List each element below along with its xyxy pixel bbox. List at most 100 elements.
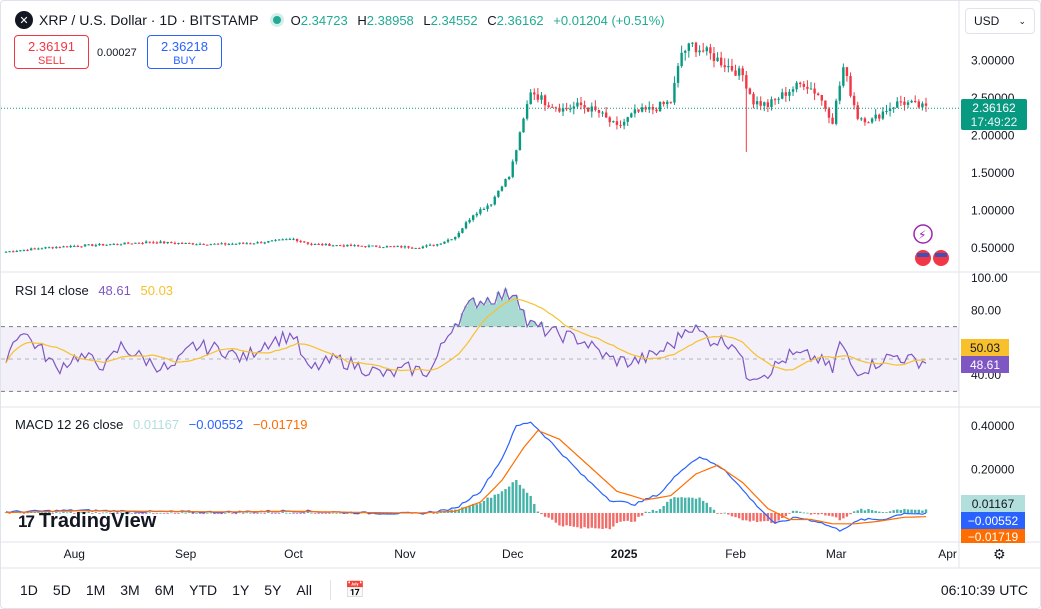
candle-body [630, 113, 633, 118]
candle-body [763, 102, 766, 106]
range-ytd[interactable]: YTD [189, 581, 218, 598]
high-value: 2.38958 [366, 12, 414, 28]
macd-histogram-bar [518, 484, 522, 513]
macd-histogram-bar [245, 512, 248, 514]
range-1m[interactable]: 1M [85, 581, 106, 598]
range-6m[interactable]: 6M [154, 581, 175, 598]
macd-histogram-bar [62, 511, 65, 513]
range-3m[interactable]: 3M [120, 581, 140, 598]
candle-body [126, 242, 130, 244]
candle-body [921, 103, 924, 108]
market-open-indicator [272, 16, 281, 24]
candle-body [227, 244, 231, 246]
macd-histogram-bar [26, 512, 29, 514]
range-1d[interactable]: 1D [20, 581, 38, 598]
candle-body [730, 65, 734, 71]
us-flag-event-icon [917, 253, 929, 257]
candle-body [551, 106, 554, 108]
candle-body [755, 101, 759, 105]
macd-hist-value: 0.01167 [133, 417, 180, 432]
rsi-value: 48.61 [98, 283, 131, 298]
macd-histogram-bar [745, 512, 748, 521]
candle-body [80, 246, 83, 248]
rsi-legend[interactable]: RSI 14 close 48.61 50.03 [15, 283, 179, 298]
candle-body [737, 68, 741, 76]
range-5y[interactable]: 5Y [264, 581, 282, 598]
range-all[interactable]: All [296, 581, 312, 598]
macd-histogram-bar [644, 511, 647, 513]
macd-histogram-bar [838, 512, 841, 521]
candle-body [173, 242, 177, 244]
currency-select[interactable]: USD ⌄ [965, 8, 1035, 34]
calendar-goto-icon[interactable]: 📅 [344, 581, 365, 599]
macd-histogram-bar [80, 512, 83, 514]
macd-histogram-bar [328, 512, 331, 514]
sell-button[interactable]: 2.36191 SELL [14, 35, 89, 69]
candle-body [288, 239, 292, 241]
candle-body [669, 101, 673, 103]
rsi-value-tag: 48.61 [961, 356, 1009, 373]
time-axis-label: Nov [394, 547, 416, 561]
macd-histogram-bar [773, 512, 777, 524]
candle-body [799, 82, 802, 85]
macd-histogram-bar [896, 509, 899, 513]
macd-histogram-bar [170, 512, 173, 514]
macd-histogram-bar [191, 512, 195, 514]
buy-button[interactable]: 2.36218 BUY [147, 35, 222, 69]
utc-clock[interactable]: 06:10:39 UTC [940, 581, 1028, 598]
macd-histogram-bar [604, 512, 608, 529]
candle-body [504, 179, 507, 187]
candle-body [450, 239, 453, 241]
candle-body [727, 65, 730, 68]
macd-histogram-bar [543, 512, 547, 517]
macd-histogram-bar [727, 512, 730, 515]
macd-histogram-bar [597, 512, 601, 529]
macd-histogram-bar [504, 489, 507, 513]
rsi-overbought-fill [453, 288, 698, 327]
candle-body [856, 105, 859, 119]
macd-histogram-bar [73, 512, 76, 514]
candle-body [148, 241, 151, 243]
macd-histogram-bar [842, 512, 845, 519]
candle-body [734, 70, 737, 76]
candle-body [47, 247, 51, 249]
rsi-ma-line [5, 298, 927, 372]
time-axis-label: Aug [63, 547, 85, 561]
candle-body [392, 246, 396, 248]
macd-histogram-bar [734, 512, 737, 518]
macd-signal-line [5, 429, 927, 525]
macd-signal-value: −0.01719 [252, 417, 308, 432]
macd-histogram-bar [267, 511, 270, 513]
candle-body [137, 242, 141, 244]
gear-icon[interactable]: ⚙ [993, 546, 1006, 562]
candle-body [633, 109, 637, 114]
candle-body [277, 239, 281, 241]
range-1y[interactable]: 1Y [232, 581, 250, 598]
candle-body [170, 241, 173, 243]
candle-body [267, 241, 270, 243]
macd-histogram-bar [288, 512, 292, 514]
candle-body [676, 66, 680, 83]
candle-body [525, 104, 529, 119]
macd-histogram-bar [4, 512, 8, 513]
macd-histogram-bar [601, 512, 604, 529]
candle-body [62, 246, 65, 248]
macd-histogram-bar [676, 497, 680, 513]
macd-histogram-bar [694, 498, 698, 513]
low-value: 2.34552 [430, 12, 478, 28]
candle-body [666, 101, 669, 105]
tradingview-logo[interactable]: 17 TradingView [18, 510, 156, 533]
candle-body [827, 108, 831, 118]
macd-histogram-bar [40, 512, 44, 514]
macd-legend[interactable]: MACD 12 26 close 0.01167 −0.00552 −0.017… [15, 417, 313, 432]
candle-body [428, 244, 432, 246]
macd-histogram-bar [834, 512, 838, 518]
macd-histogram-bar [870, 510, 874, 513]
candle-body [479, 209, 482, 214]
macd-histogram-bar [698, 497, 701, 513]
symbol-title[interactable]: XRP / U.S. Dollar · 1D · BITSTAMP [39, 12, 259, 28]
range-5d[interactable]: 5D [52, 581, 71, 598]
candle-body [874, 114, 877, 119]
candle-body [716, 57, 719, 62]
